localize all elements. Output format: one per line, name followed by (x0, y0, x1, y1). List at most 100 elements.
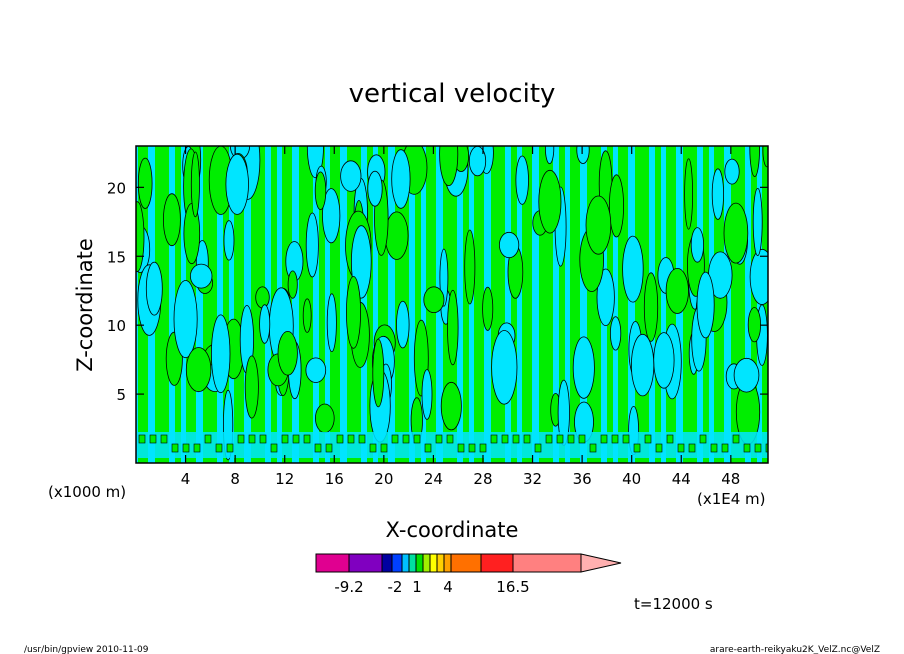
x-tick-label: 28 (473, 470, 492, 488)
colorbar-segment (443, 553, 452, 573)
field-cell (223, 220, 235, 261)
x-tick-label: 44 (672, 470, 691, 488)
field-cell (367, 170, 383, 207)
boundary-cell (743, 443, 751, 453)
field-cell (711, 168, 725, 220)
boundary-cell (732, 434, 740, 444)
field-cell (696, 271, 715, 339)
field-cell (491, 330, 518, 405)
colorbar-label: 4 (443, 578, 453, 596)
field-cell (314, 171, 327, 211)
boundary-cell (270, 443, 278, 453)
boundary-cell (479, 443, 487, 453)
field-cell (723, 202, 749, 264)
boundary-cell (380, 443, 388, 453)
boundary-cell (182, 443, 190, 453)
field-cell (684, 158, 693, 230)
colorbar-segment (480, 553, 514, 573)
field-cell (244, 355, 259, 419)
field-cell (447, 289, 459, 366)
x-tick-label: 32 (523, 470, 542, 488)
field-cell (173, 280, 198, 359)
x-tick-label: 8 (230, 470, 240, 488)
colorbar-segment (429, 553, 438, 573)
colorbar-segment (422, 553, 431, 573)
boundary-cell (138, 434, 146, 444)
field-cell (340, 160, 362, 192)
field-cell (189, 263, 213, 289)
boundary-cell (248, 434, 256, 444)
boundary-cell (358, 434, 366, 444)
boundary-cell (710, 443, 718, 453)
boundary-cell (545, 434, 553, 444)
boundary-cell (402, 434, 410, 444)
x-tick-label: 36 (573, 470, 592, 488)
boundary-cell (721, 443, 729, 453)
boundary-cell (457, 443, 465, 453)
x-tick-label: 20 (374, 470, 393, 488)
y-axis-label: Z-coordinate (73, 238, 97, 372)
field-cell (421, 369, 433, 420)
field-cell (538, 169, 562, 234)
field-cell (305, 357, 327, 383)
boundary-cell (226, 443, 234, 453)
chart-title: vertical velocity (349, 79, 556, 109)
field-cell (255, 286, 270, 309)
x-unit-left: (x1000 m) (48, 483, 126, 501)
y-tick-label: 20 (107, 179, 126, 197)
x-tick-label: 4 (181, 470, 191, 488)
colorbar-segment (315, 553, 350, 573)
x-tick-label: 16 (325, 470, 344, 488)
field-cell (630, 333, 655, 397)
boundary-cell (567, 434, 575, 444)
field-cell (572, 336, 595, 399)
boundary-cell (534, 443, 542, 453)
field-cell (210, 314, 231, 394)
boundary-cell (347, 434, 355, 444)
field-cell (190, 151, 200, 218)
field-cell (137, 157, 153, 209)
boundary-cell (369, 443, 377, 453)
boundary-cell (292, 434, 300, 444)
boundary-cell (391, 434, 399, 444)
boundary-cell (644, 434, 652, 444)
x-tick-label: 40 (622, 470, 641, 488)
field-cell (576, 146, 590, 164)
y-tick-label: 10 (107, 317, 126, 335)
field-cell (225, 153, 249, 215)
boundary-cell (314, 443, 322, 453)
boundary-cell (446, 434, 454, 444)
x-tick-label: 24 (424, 470, 443, 488)
boundary-cell (413, 434, 421, 444)
colorbar-segment (348, 553, 383, 573)
field-cell (596, 268, 615, 326)
colorbar-label: 1 (412, 578, 422, 596)
field-cell (690, 227, 705, 263)
boundary-cell (501, 434, 509, 444)
colorbar-extend-arrow (580, 553, 622, 573)
field-cell (464, 229, 476, 305)
colorbar-label: 16.5 (496, 578, 529, 596)
field-cell (391, 149, 411, 209)
boundary-cell (215, 443, 223, 453)
y-axis: 5 10 15 20 (107, 179, 768, 404)
field-cell (322, 188, 341, 244)
time-label: t=12000 s (634, 595, 713, 613)
field-cell (302, 298, 312, 333)
plot-area (136, 146, 768, 463)
field-cell (482, 286, 494, 331)
x-axis: 4 8 12 16 20 24 28 32 36 40 44 48 (181, 146, 740, 488)
field-cell (384, 211, 409, 260)
boundary-cell (655, 443, 663, 453)
field-cell (162, 193, 181, 247)
field-cell (305, 212, 319, 278)
field-cell (287, 270, 298, 299)
field-cell (749, 248, 768, 305)
colorbar-segment (415, 553, 424, 573)
field-cell (515, 155, 529, 205)
y-tick-label: 5 (116, 386, 126, 404)
boundary-cell (303, 434, 311, 444)
field-cell (423, 286, 445, 314)
boundary-cell (281, 434, 289, 444)
boundary-cell (512, 434, 520, 444)
